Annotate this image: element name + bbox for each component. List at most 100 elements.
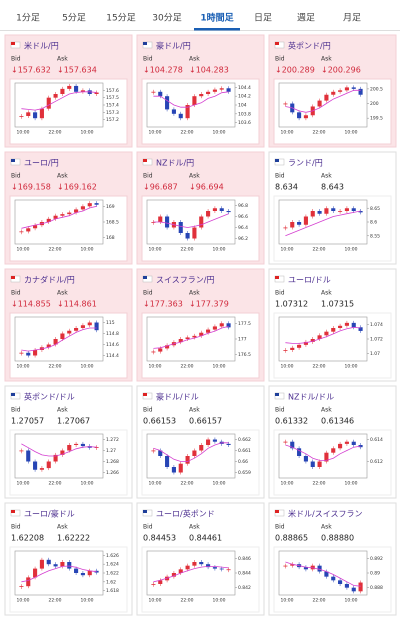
candle xyxy=(351,441,356,445)
x-tick-label: 10:00 xyxy=(17,364,30,370)
tab[interactable]: 週足 xyxy=(297,13,315,24)
flag-mark xyxy=(11,276,15,279)
pair-name[interactable]: NZドル/円 xyxy=(156,159,194,168)
candle xyxy=(158,348,163,352)
candle xyxy=(185,337,190,339)
candle xyxy=(53,564,58,567)
candle xyxy=(46,559,51,565)
bid-label: Bid xyxy=(275,524,285,531)
chart-area xyxy=(9,429,128,496)
candle xyxy=(33,461,38,470)
tab[interactable]: 1時間足 xyxy=(200,12,234,24)
pair-name[interactable]: ユーロ/英ポンド xyxy=(156,509,215,519)
pair-name[interactable]: ランド/円 xyxy=(288,159,323,168)
candle xyxy=(151,91,156,93)
tab[interactable]: 5分足 xyxy=(62,13,86,24)
candle xyxy=(33,112,38,119)
pair-name[interactable]: 米ドル/円 xyxy=(24,41,59,51)
pair-name[interactable]: 米ドル/スイスフラン xyxy=(288,509,362,519)
flag-mark xyxy=(275,276,279,279)
tab[interactable]: 15分足 xyxy=(106,13,135,24)
ask-value: 0.84461 xyxy=(189,534,222,543)
candle xyxy=(317,461,322,467)
chart-area xyxy=(273,429,392,496)
tab-selected-underline xyxy=(194,28,240,31)
candle xyxy=(344,322,349,326)
candle xyxy=(219,568,224,570)
bid-value: 0.88865 xyxy=(275,534,308,543)
candle xyxy=(212,326,217,330)
y-tick-label: 0.888 xyxy=(370,585,383,591)
pair-name[interactable]: 英ポンド/円 xyxy=(288,41,331,51)
candle xyxy=(192,96,197,105)
y-tick-label: 96.2 xyxy=(238,236,248,242)
moving-average xyxy=(21,91,97,111)
x-tick-label: 10:00 xyxy=(281,247,294,253)
candle xyxy=(33,225,38,229)
candle xyxy=(39,108,44,119)
candle xyxy=(53,215,58,219)
x-tick-label: 10:00 xyxy=(149,247,162,253)
tab[interactable]: 30分足 xyxy=(152,13,181,24)
chart-area xyxy=(141,78,260,145)
tab[interactable]: 日足 xyxy=(254,13,272,24)
ask-label: Ask xyxy=(321,407,332,414)
candle xyxy=(171,109,176,114)
candle xyxy=(226,88,231,92)
candle xyxy=(67,330,72,334)
pair-name[interactable]: 豪ドル/円 xyxy=(156,41,191,51)
pair-name[interactable]: NZドル/ドル xyxy=(288,393,334,402)
y-tick-label: 96.6 xyxy=(238,214,248,220)
ask-value: ↓104.283 xyxy=(189,66,229,75)
moving-average xyxy=(153,326,229,349)
pair-name[interactable]: ユーロ/豪ドル xyxy=(24,509,75,519)
candle xyxy=(158,580,163,584)
candle xyxy=(283,565,288,567)
candle xyxy=(338,443,343,449)
bid-label: Bid xyxy=(275,407,285,414)
y-tick-label: 0.661 xyxy=(238,448,251,454)
tab[interactable]: 1分足 xyxy=(16,13,40,24)
ask-label: Ask xyxy=(189,290,200,297)
ask-value: 1.07315 xyxy=(321,300,354,309)
pair-name[interactable]: ユーロ/ドル xyxy=(288,276,331,285)
candle xyxy=(283,350,288,351)
x-tick-label: 10:00 xyxy=(17,481,30,487)
x-tick-label: 10:00 xyxy=(213,247,226,253)
candle xyxy=(46,97,51,109)
candle xyxy=(290,441,295,449)
candle xyxy=(206,329,211,333)
candle xyxy=(331,576,336,581)
ask-value: ↓96.694 xyxy=(189,183,224,192)
ask-value: 1.62222 xyxy=(57,534,90,543)
candle xyxy=(324,571,329,577)
candle xyxy=(338,325,343,328)
candle xyxy=(317,211,322,214)
x-tick-label: 10:00 xyxy=(81,481,94,487)
candle xyxy=(310,461,315,467)
candle xyxy=(351,208,356,211)
pair-name[interactable]: ユーロ/円 xyxy=(24,159,59,168)
pair-name[interactable]: カナダドル/円 xyxy=(24,275,75,285)
tab[interactable]: 月足 xyxy=(343,13,361,24)
candle xyxy=(338,90,343,92)
y-tick-label: 1.268 xyxy=(106,459,119,465)
candle xyxy=(206,211,211,217)
pair-name[interactable]: 豪ドル/ドル xyxy=(156,392,199,402)
ask-label: Ask xyxy=(189,407,200,414)
x-tick-label: 10:00 xyxy=(345,130,358,136)
x-tick-label: 10:00 xyxy=(213,130,226,136)
flag-mark xyxy=(11,393,15,396)
candle xyxy=(178,463,183,473)
candle xyxy=(206,91,211,94)
pair-name[interactable]: 英ポンド/ドル xyxy=(24,392,75,402)
candle xyxy=(33,568,38,578)
pair-name[interactable]: スイスフラン/円 xyxy=(156,276,214,285)
y-tick-label: 157.3 xyxy=(106,110,119,116)
y-tick-label: 176.5 xyxy=(238,352,251,358)
candle xyxy=(60,88,65,94)
moving-average xyxy=(153,91,229,108)
y-tick-label: 177 xyxy=(238,337,247,343)
candle xyxy=(94,92,99,94)
